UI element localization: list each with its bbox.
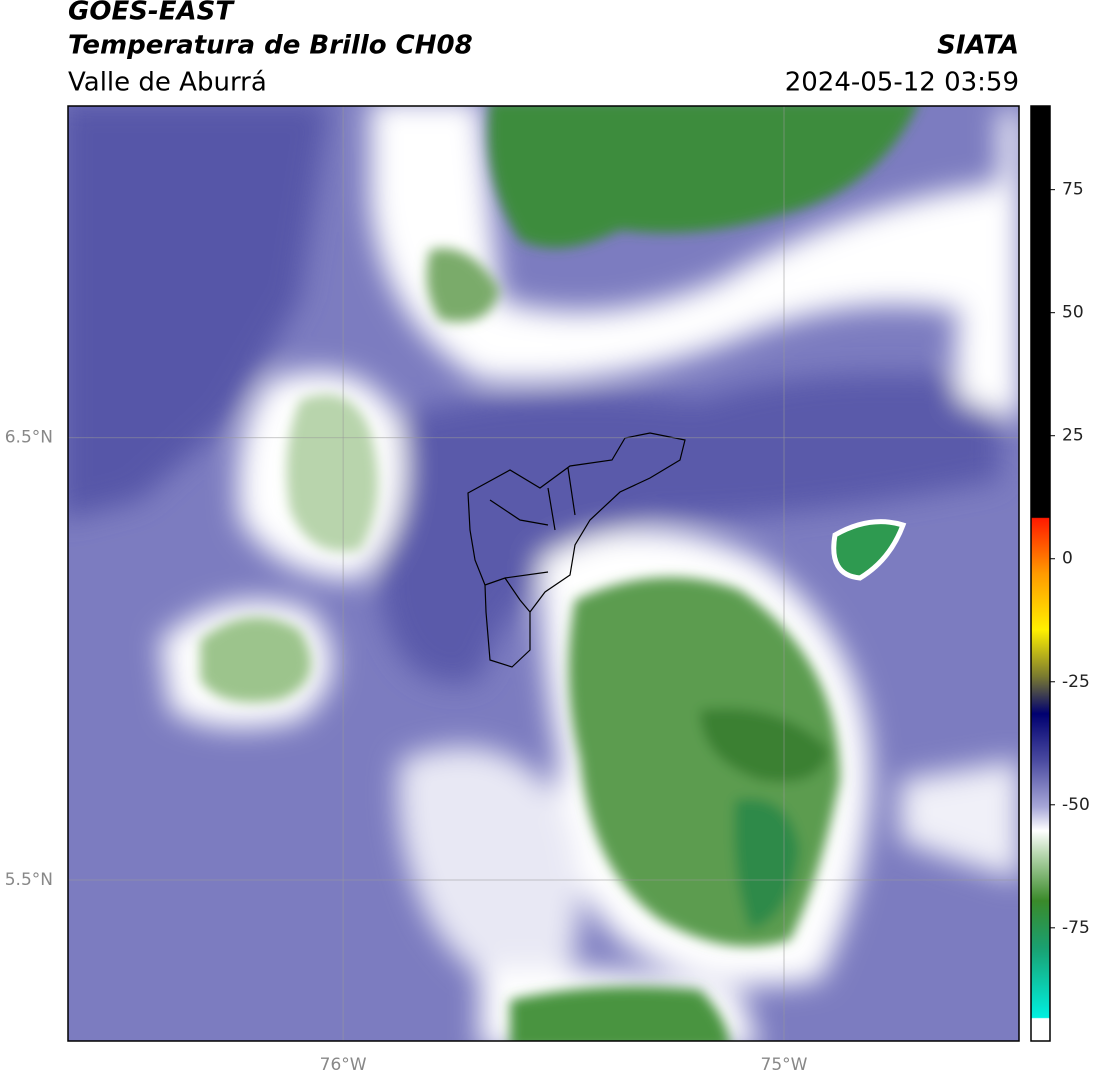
satellite-image bbox=[68, 106, 1019, 1041]
colorbar bbox=[1030, 105, 1051, 1042]
colorbar-tick-label: -75 bbox=[1062, 918, 1090, 938]
lon-label: 76°W bbox=[320, 1055, 367, 1075]
timestamp: 2024-05-12 03:59 bbox=[785, 68, 1019, 98]
lat-label: 6.5°N bbox=[5, 428, 53, 448]
colorbar-tick-label: 75 bbox=[1062, 180, 1084, 200]
source: SIATA bbox=[937, 31, 1019, 61]
colorbar-tick-label: 50 bbox=[1062, 303, 1084, 323]
region: Valle de Aburrá bbox=[68, 68, 267, 98]
colorbar-tick-label: 25 bbox=[1062, 426, 1084, 446]
colorbar-tick-label: -50 bbox=[1062, 795, 1090, 815]
lon-label: 75°W bbox=[761, 1055, 808, 1075]
graticule bbox=[68, 106, 1019, 1041]
valle-aburra-outline bbox=[467, 432, 686, 668]
lat-label: 5.5°N bbox=[5, 870, 53, 890]
colorbar-tick-label: -25 bbox=[1062, 672, 1090, 692]
colorbar-tick-label: 0 bbox=[1062, 549, 1073, 569]
subtitle: Temperatura de Brillo CH08 bbox=[68, 31, 473, 61]
title: GOES-EAST bbox=[68, 0, 235, 27]
map-frame bbox=[67, 105, 1020, 1042]
